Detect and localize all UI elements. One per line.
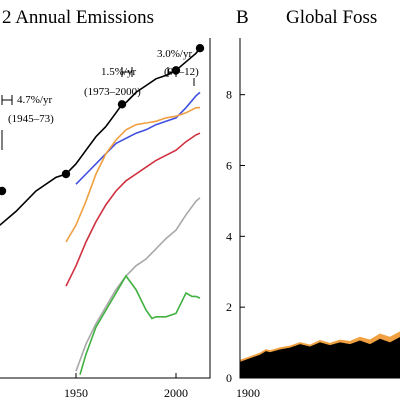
series-line-0 (0, 47, 201, 227)
panel-b-global-fossil: B Global Foss 0 2 4 6 8 1900 (226, 7, 400, 400)
panel-b-axes (239, 38, 400, 379)
series-line-2 (65, 106, 200, 243)
series-line-5 (79, 274, 201, 375)
period-1973-label: (1973–2000) (84, 86, 141, 98)
area-series-0 (239, 337, 400, 379)
panel-b-title: Global Foss (286, 7, 377, 28)
x-tick-label: 1950 (64, 386, 88, 400)
series-line-4 (75, 197, 201, 372)
series-line-3 (65, 132, 201, 287)
period-bracket-1945 (1, 95, 13, 105)
y-tick-label: 8 (226, 88, 232, 102)
rate-1973-label: 1.5%/yr (101, 66, 136, 78)
y-tick-label: 2 (226, 300, 232, 314)
series-line-1 (75, 91, 201, 185)
y-tick-label: 6 (226, 159, 232, 173)
y-tick-label: 0 (226, 371, 232, 385)
rate-2000-label: 3.0%/yr (157, 48, 192, 60)
panel-b-y-ticks: 0 2 4 6 8 (226, 88, 245, 385)
x-tick-label: 2000 (164, 386, 188, 400)
milestone-marker (195, 44, 205, 53)
period-bracket-2000 (167, 67, 177, 77)
panel-a-annotations: 4.7%/yr (1945–73) 1.5%/yr (1973–2000) 3.… (1, 48, 199, 150)
panel-b-letter: B (236, 7, 249, 28)
panel-b-x-ticks: 1900 (236, 373, 260, 400)
panel-b-plot (239, 38, 400, 379)
panel-a-title: 2 Annual Emissions (2, 7, 154, 28)
panel-a-axes (0, 38, 211, 379)
y-tick-label: 4 (226, 229, 232, 243)
panel-a-annual-emissions: 2 Annual Emissions 1950 2000 4.7%/yr (194… (0, 7, 211, 400)
period-2000-label: (00–12) (164, 66, 199, 78)
panel-a-plot (0, 38, 211, 379)
period-1945-label: (1945–73) (8, 113, 54, 125)
panel-a-x-ticks: 1950 2000 (64, 373, 188, 400)
rate-1945-label: 4.7%/yr (17, 94, 52, 106)
period-bracket-1973 (121, 67, 133, 77)
milestone-marker (61, 169, 71, 179)
milestone-marker (117, 100, 127, 109)
milestone-marker (0, 186, 7, 196)
x-tick-label: 1900 (236, 386, 260, 400)
